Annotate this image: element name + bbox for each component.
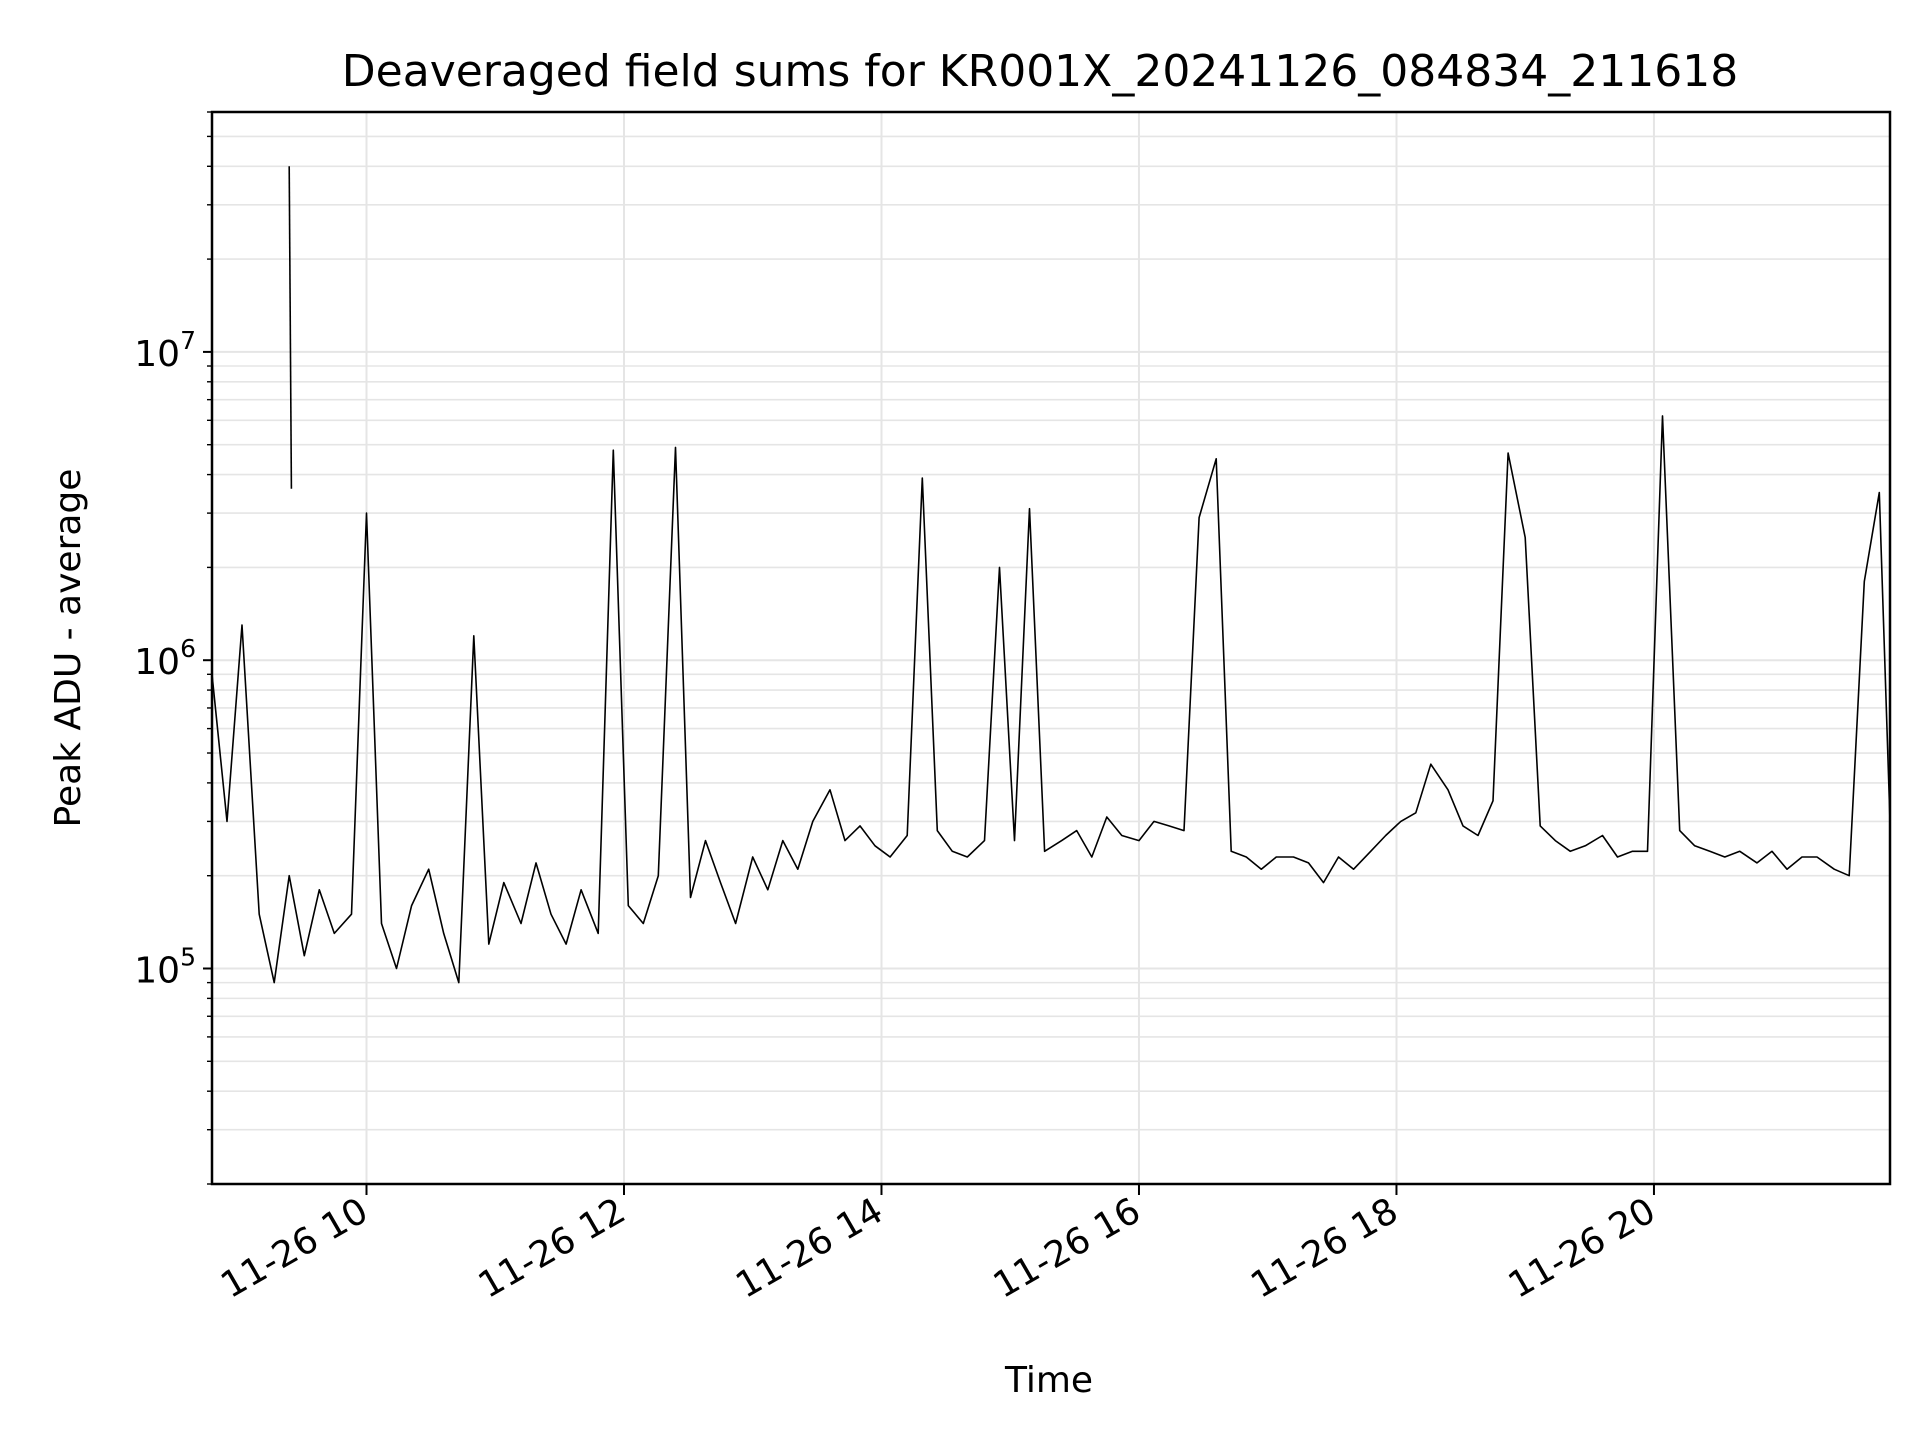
y-tick-label: 106 xyxy=(134,634,196,683)
x-axis-label: Time xyxy=(1004,1360,1093,1401)
y-tick-label: 105 xyxy=(134,943,196,992)
chart-title: Deaveraged field sums for KR001X_2024112… xyxy=(342,46,1738,97)
series-line xyxy=(288,166,293,489)
y-axis-label: Peak ADU - average xyxy=(48,469,89,828)
grid-lines xyxy=(212,111,1890,1185)
y-axis: 105 106 107 xyxy=(134,111,212,1185)
plot-area-frame xyxy=(210,110,1892,1186)
series-line xyxy=(211,415,1891,984)
y-tick-label: 107 xyxy=(134,326,196,375)
series-group xyxy=(211,166,1891,984)
